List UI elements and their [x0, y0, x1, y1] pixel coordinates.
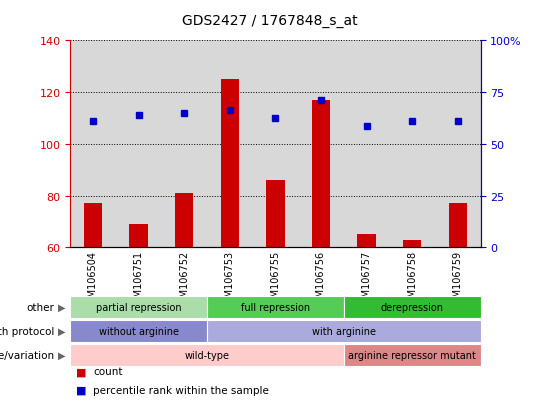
Text: ▶: ▶ [58, 302, 66, 312]
Text: ▶: ▶ [58, 350, 66, 360]
Text: GDS2427 / 1767848_s_at: GDS2427 / 1767848_s_at [182, 14, 358, 28]
Text: other: other [26, 302, 54, 312]
Text: ■: ■ [76, 366, 86, 376]
Text: without arginine: without arginine [99, 326, 179, 336]
Bar [357, 235, 376, 248]
Bar [312, 101, 330, 248]
Text: full repression: full repression [241, 302, 310, 312]
Bar [403, 240, 421, 248]
Bar [266, 180, 285, 248]
Bar [221, 80, 239, 248]
Text: with arginine: with arginine [312, 326, 376, 336]
Bar [175, 194, 193, 248]
Text: ■: ■ [76, 385, 86, 395]
Bar [449, 204, 467, 248]
Text: wild-type: wild-type [185, 350, 230, 360]
Bar [84, 204, 102, 248]
Text: growth protocol: growth protocol [0, 326, 54, 336]
Text: count: count [93, 366, 123, 376]
Text: derepression: derepression [381, 302, 444, 312]
Text: genotype/variation: genotype/variation [0, 350, 54, 360]
Bar [130, 225, 148, 248]
Text: partial repression: partial repression [96, 302, 181, 312]
Text: ▶: ▶ [58, 326, 66, 336]
Text: arginine repressor mutant: arginine repressor mutant [348, 350, 476, 360]
Text: percentile rank within the sample: percentile rank within the sample [93, 385, 269, 395]
